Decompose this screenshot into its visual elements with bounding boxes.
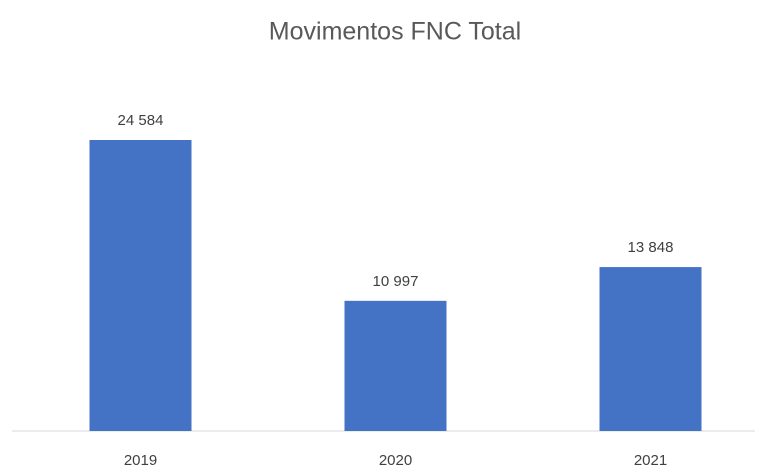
- x-tick-label: 2021: [634, 452, 667, 466]
- chart-title: Movimentos FNC Total: [269, 18, 521, 46]
- data-label: 13 848: [628, 239, 674, 256]
- bar: [89, 140, 192, 431]
- data-label: 24 584: [118, 112, 164, 129]
- data-label: 10 997: [373, 273, 419, 290]
- x-tick-label: 2019: [124, 452, 157, 466]
- x-tick-label: 2020: [379, 452, 412, 466]
- bar: [599, 267, 702, 431]
- bar: [344, 300, 447, 431]
